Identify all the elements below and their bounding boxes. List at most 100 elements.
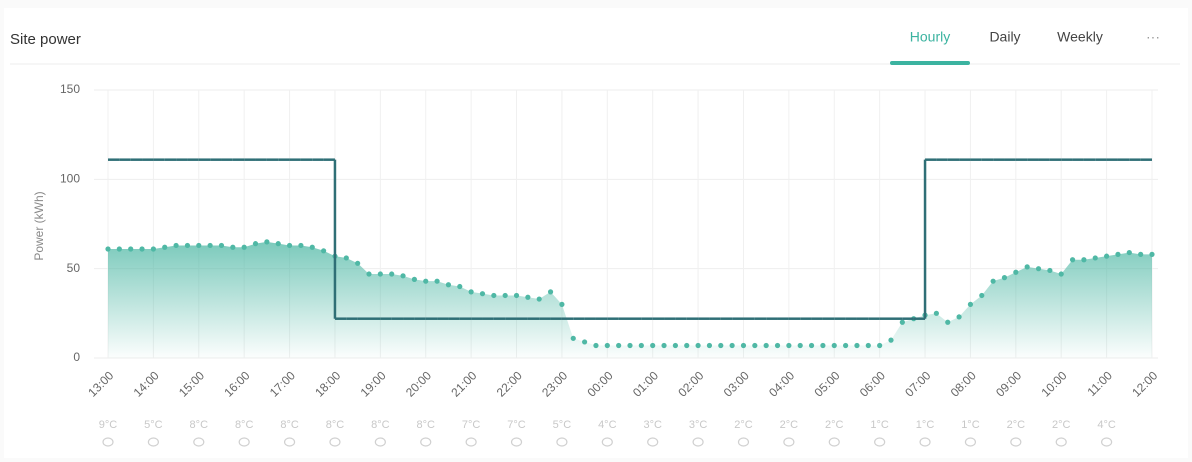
point — [740, 342, 747, 349]
point — [797, 342, 803, 349]
weather-icon — [737, 437, 750, 447]
point — [843, 342, 849, 349]
point — [536, 296, 542, 302]
weather-icon — [420, 437, 432, 447]
temperature: 2°C — [1052, 419, 1071, 431]
point — [196, 242, 202, 249]
weather-icon — [556, 437, 568, 447]
point — [116, 246, 122, 252]
weather-icon — [783, 437, 795, 447]
point — [774, 342, 781, 349]
point — [808, 342, 815, 349]
point — [1115, 251, 1121, 257]
point — [1069, 257, 1076, 263]
y-tick-label: 100 — [60, 172, 80, 186]
temperature: 1°C — [961, 419, 980, 431]
point — [525, 294, 531, 300]
point — [1001, 275, 1008, 281]
y-tick-label: 50 — [67, 261, 81, 275]
temperature: 8°C — [280, 419, 299, 431]
point — [479, 291, 486, 297]
weather-icon — [874, 437, 886, 447]
menu[interactable]: ··· — [1146, 29, 1160, 45]
point — [1013, 269, 1019, 275]
point — [1104, 253, 1110, 259]
weather-icon — [647, 437, 659, 447]
point — [1047, 267, 1053, 274]
weather-icon — [1101, 437, 1113, 447]
point — [729, 342, 735, 349]
temperature: 1°C — [870, 419, 889, 431]
point — [990, 278, 996, 284]
point — [366, 271, 372, 277]
point — [105, 246, 111, 252]
temperature: 1°C — [916, 419, 935, 431]
point — [831, 342, 837, 349]
weather-icon — [147, 437, 159, 447]
point — [264, 239, 270, 245]
point — [1092, 255, 1098, 261]
point — [1126, 249, 1132, 256]
weather-icon — [919, 437, 931, 447]
temperature: 5°C — [553, 419, 572, 431]
tab[interactable]: Daily — [989, 29, 1020, 45]
tab[interactable]: Hourly — [910, 29, 950, 45]
point — [275, 241, 281, 247]
point — [218, 242, 225, 249]
point — [945, 319, 951, 325]
weather-icon — [374, 437, 386, 447]
weather-icon — [1055, 437, 1067, 447]
point — [763, 342, 769, 349]
active-tab-underline — [890, 61, 970, 65]
weather-icon — [601, 437, 613, 447]
point — [434, 278, 440, 284]
point — [1149, 251, 1155, 257]
y-tick-label: 150 — [60, 82, 80, 96]
point — [230, 244, 236, 250]
point — [638, 342, 644, 349]
point — [1024, 264, 1030, 270]
point — [593, 342, 599, 349]
area — [108, 241, 1152, 358]
point — [139, 246, 145, 252]
point — [400, 273, 406, 279]
weather-icon — [193, 437, 205, 447]
point — [445, 282, 452, 288]
point — [128, 246, 134, 252]
temperature: 2°C — [1007, 419, 1026, 431]
point — [684, 342, 690, 349]
y-axis-title: Power (kWh) — [32, 191, 46, 260]
card — [4, 8, 1188, 458]
temperature: 5°C — [144, 419, 163, 431]
point — [616, 342, 622, 349]
temperature: 2°C — [780, 419, 799, 431]
point — [513, 292, 520, 299]
temperature: 8°C — [326, 419, 345, 431]
temperature: 7°C — [507, 419, 526, 431]
weather-icon — [828, 437, 840, 447]
point — [979, 292, 985, 299]
point — [752, 342, 758, 349]
point — [1058, 271, 1064, 277]
point — [604, 342, 610, 349]
point — [672, 342, 678, 349]
point — [967, 301, 974, 307]
point — [207, 242, 213, 249]
point — [252, 241, 259, 247]
point — [389, 271, 395, 277]
temperature: 8°C — [417, 419, 436, 431]
weather-icon — [510, 437, 523, 447]
point — [695, 342, 701, 349]
tab[interactable]: Weekly — [1057, 29, 1103, 45]
point — [150, 246, 156, 252]
weather-icon — [1010, 437, 1022, 447]
weather-icon — [102, 437, 114, 447]
point — [582, 339, 588, 345]
point — [286, 242, 293, 249]
temperature: 3°C — [643, 419, 662, 431]
weather-icon — [283, 437, 296, 447]
temperature: 8°C — [190, 419, 209, 431]
point — [718, 342, 724, 349]
point — [241, 244, 247, 250]
